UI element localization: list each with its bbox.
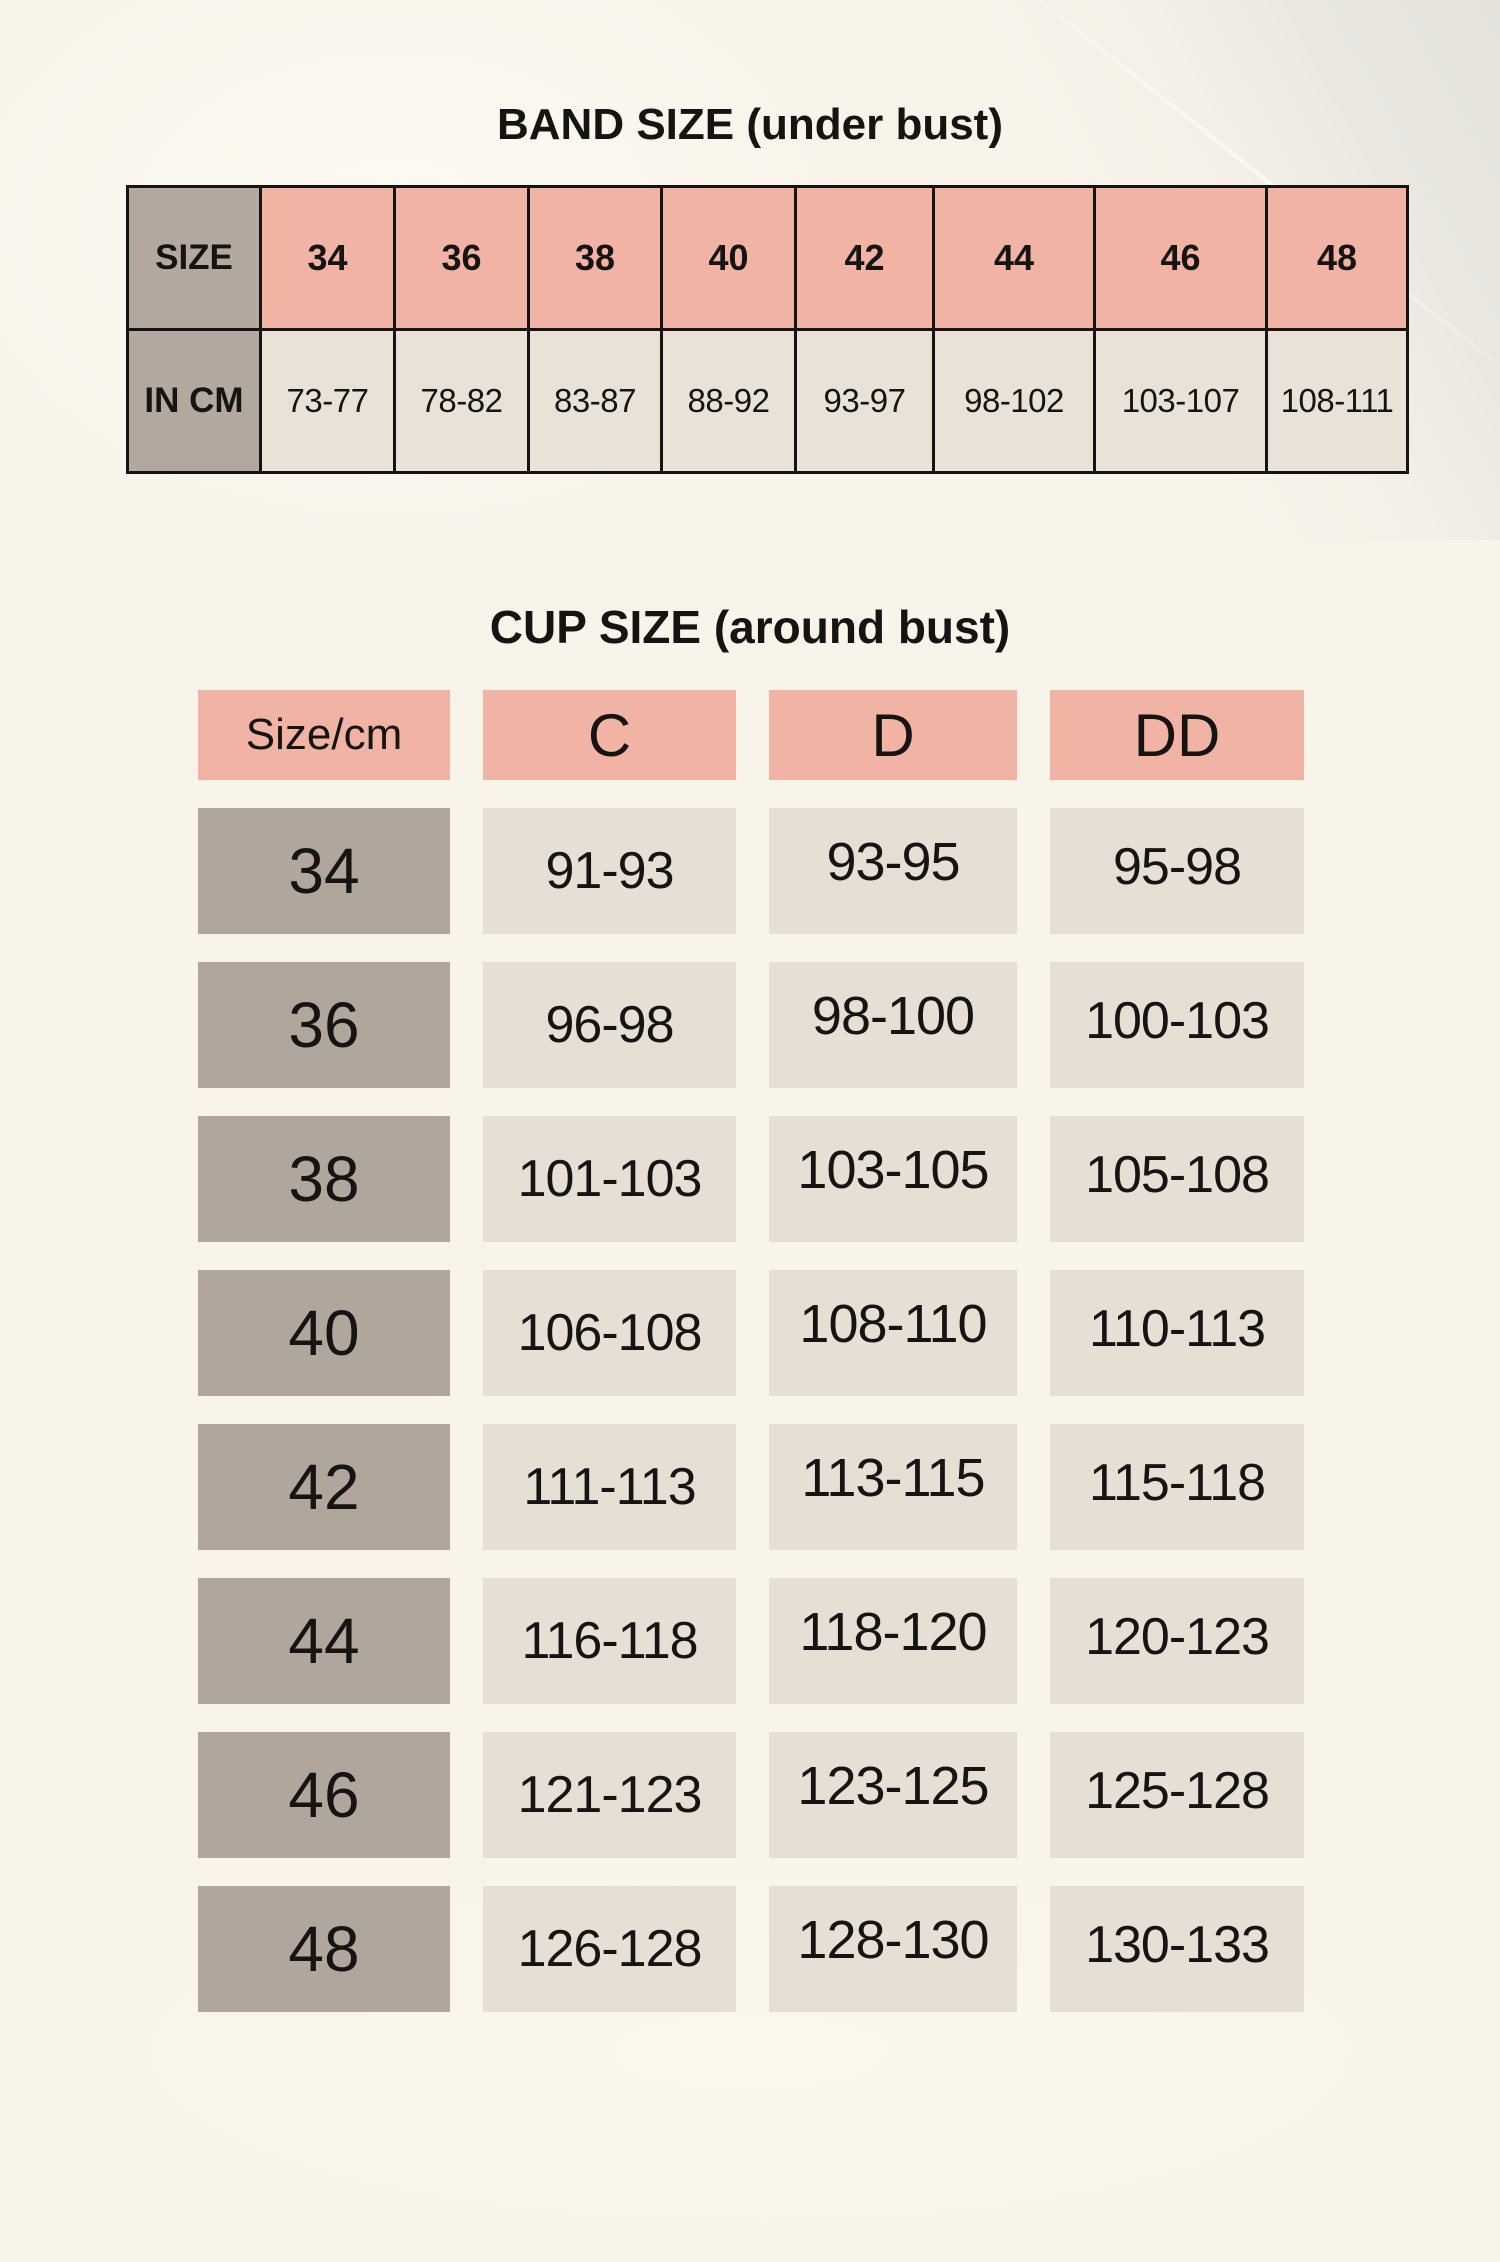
band-size-cell: 44 (932, 185, 1096, 331)
band-cm-cell: 98-102 (932, 328, 1096, 474)
cup-value-cell: 106-108 (483, 1270, 736, 1396)
cup-value-cell: 121-123 (483, 1732, 736, 1858)
cup-value-cell: 115-118 (1050, 1424, 1304, 1550)
cup-column-header-c: C (483, 690, 736, 780)
cup-row-size-cell: 34 (198, 808, 450, 934)
cup-size-title: CUP SIZE (around bust) (489, 601, 1011, 653)
cup-value-cell: 120-123 (1050, 1578, 1304, 1704)
cup-value-cell: 128-130 (769, 1886, 1017, 2012)
cup-value-cell: 108-110 (769, 1270, 1017, 1396)
cup-value-cell: 111-113 (483, 1424, 736, 1550)
band-header-incm-cell: IN CM (126, 328, 262, 474)
cup-value-cell: 113-115 (769, 1424, 1017, 1550)
band-cm-cell: 78-82 (393, 328, 530, 474)
cup-value-cell: 96-98 (483, 962, 736, 1088)
cup-row-size-cell: 42 (198, 1424, 450, 1550)
cup-value-cell: 95-98 (1050, 808, 1304, 934)
band-header-size-cell: SIZE (126, 185, 262, 331)
cup-row-size-cell: 44 (198, 1578, 450, 1704)
band-cm-cell: 73-77 (259, 328, 396, 474)
cup-row-size-cell: 40 (198, 1270, 450, 1396)
cup-value-cell: 123-125 (769, 1732, 1017, 1858)
cup-row-size-cell: 38 (198, 1116, 450, 1242)
band-size-cell: 46 (1093, 185, 1268, 331)
cup-column-header-dd: DD (1050, 690, 1304, 780)
cup-value-cell: 101-103 (483, 1116, 736, 1242)
cup-value-cell: 91-93 (483, 808, 736, 934)
cup-size-grid: Size/cm C D DD 34 91-93 93-95 95-98 36 9… (198, 690, 1304, 2012)
cup-value-cell: 105-108 (1050, 1116, 1304, 1242)
band-size-cell: 40 (660, 185, 797, 331)
band-size-cell: 36 (393, 185, 530, 331)
cup-value-cell: 93-95 (769, 808, 1017, 934)
cup-value-cell: 110-113 (1050, 1270, 1304, 1396)
band-cm-cell: 83-87 (527, 328, 663, 474)
band-size-cell: 34 (259, 185, 396, 331)
band-size-title: BAND SIZE (under bust) (497, 100, 1003, 149)
band-cm-cell: 93-97 (794, 328, 935, 474)
cup-column-header-d: D (769, 690, 1017, 780)
band-cm-cell: 108-111 (1265, 328, 1409, 474)
cup-row-size-cell: 46 (198, 1732, 450, 1858)
cup-value-cell: 98-100 (769, 962, 1017, 1088)
cup-value-cell: 118-120 (769, 1578, 1017, 1704)
band-size-cell: 48 (1265, 185, 1409, 331)
band-cm-cell: 88-92 (660, 328, 797, 474)
band-cm-row: IN CM 73-77 78-82 83-87 88-92 93-97 98-1… (126, 328, 1409, 474)
band-size-cell: 38 (527, 185, 663, 331)
band-cm-cell: 103-107 (1093, 328, 1268, 474)
band-size-cell: 42 (794, 185, 935, 331)
cup-value-cell: 100-103 (1050, 962, 1304, 1088)
cup-value-cell: 125-128 (1050, 1732, 1304, 1858)
band-size-row: SIZE 34 36 38 40 42 44 46 48 (126, 185, 1409, 331)
cup-row-size-cell: 36 (198, 962, 450, 1088)
cup-value-cell: 126-128 (483, 1886, 736, 2012)
cup-corner-header: Size/cm (198, 690, 450, 780)
cup-value-cell: 116-118 (483, 1578, 736, 1704)
cup-value-cell: 103-105 (769, 1116, 1017, 1242)
cup-row-size-cell: 48 (198, 1886, 450, 2012)
cup-value-cell: 130-133 (1050, 1886, 1304, 2012)
band-size-table: SIZE 34 36 38 40 42 44 46 48 IN CM 73-77… (126, 185, 1409, 474)
